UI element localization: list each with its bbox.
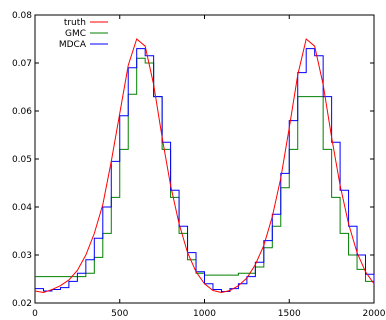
x-tick-label: 1000 xyxy=(193,309,216,319)
x-tick-label: 500 xyxy=(111,309,128,319)
y-tick-label: 0.03 xyxy=(12,251,32,261)
y-tick-label: 0.05 xyxy=(12,155,32,165)
y-tick-label: 0.04 xyxy=(12,203,32,213)
y-tick-label: 0.07 xyxy=(12,59,32,69)
x-tick-label: 0 xyxy=(32,309,38,319)
y-tick-label: 0.08 xyxy=(12,11,32,21)
legend-label-mdca: MDCA xyxy=(59,40,87,50)
legend-label-truth: truth xyxy=(64,18,86,28)
series-layer xyxy=(34,38,375,293)
x-tick-label: 2000 xyxy=(363,309,386,319)
y-tick-label: 0.06 xyxy=(12,107,32,117)
legend-label-gmc: GMC xyxy=(65,29,86,39)
x-tick-label: 1500 xyxy=(278,309,301,319)
ticks-layer: 0 500 1000 1500 2000 0.02 0.03 0.04 0.05 0.06 0.07… xyxy=(12,11,386,319)
y-tick-label: 0.02 xyxy=(12,299,32,309)
